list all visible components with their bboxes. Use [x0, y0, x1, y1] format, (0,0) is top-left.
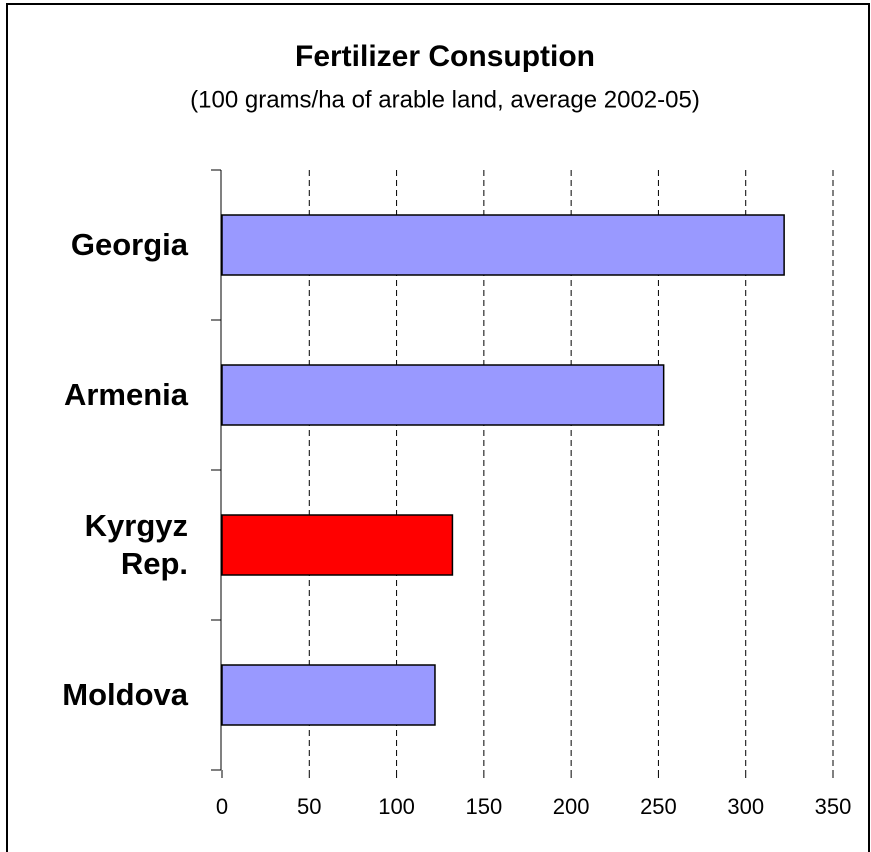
bar [221, 364, 665, 426]
x-tick-label: 50 [297, 794, 321, 819]
x-tick-label: 150 [465, 794, 502, 819]
x-tick-label: 100 [378, 794, 415, 819]
x-tick-label: 350 [815, 794, 852, 819]
y-tick-label: Armenia [63, 377, 188, 412]
y-tick-label: Georgia [70, 227, 188, 262]
bar [221, 664, 436, 726]
x-tick-label: 0 [216, 794, 228, 819]
x-tick-label: 250 [640, 794, 677, 819]
bar [221, 214, 785, 276]
x-tick-label: 300 [727, 794, 764, 819]
x-tick-label: 200 [553, 794, 590, 819]
chart-border [6, 3, 870, 852]
chart-title: Fertilizer Consuption [295, 40, 595, 73]
bar [221, 514, 454, 576]
y-tick-label: Kyrgyz Rep. [84, 508, 188, 581]
y-tick-label: Moldova [62, 677, 188, 712]
chart-subtitle: (100 grams/ha of arable land, average 20… [190, 86, 700, 113]
